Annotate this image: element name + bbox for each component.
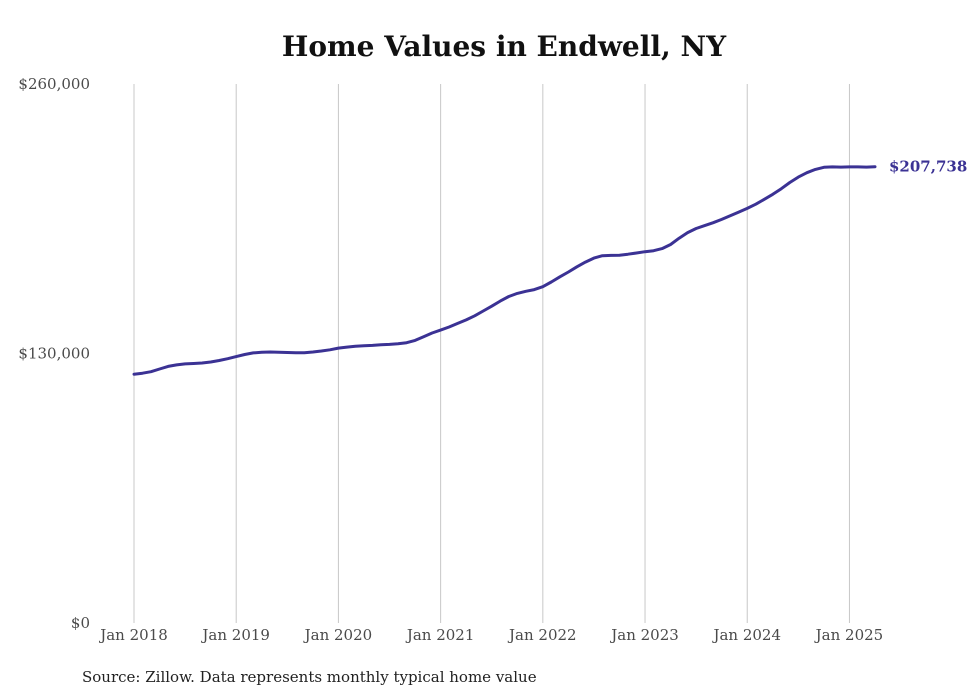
x-tick-label: Jan 2021 xyxy=(405,626,475,644)
x-axis-labels: Jan 2018 Jan 2019 Jan 2020 Jan 2021 Jan 2022… xyxy=(98,626,883,644)
source-note: Source: Zillow. Data represents monthly … xyxy=(82,668,537,686)
x-tick-label: Jan 2023 xyxy=(609,626,679,644)
series-layer xyxy=(132,165,877,376)
y-tick-label: $130,000 xyxy=(18,345,90,363)
x-tick-label: Jan 2022 xyxy=(507,626,577,644)
y-axis-labels: $0 $130,000 $260,000 xyxy=(18,75,90,632)
x-tick-label: Jan 2019 xyxy=(200,626,270,644)
x-tick-label: Jan 2025 xyxy=(814,626,884,644)
x-tick-label: Jan 2018 xyxy=(98,626,168,644)
y-tick-label: $260,000 xyxy=(18,75,90,93)
x-tick-label: Jan 2020 xyxy=(303,626,373,644)
gridlines xyxy=(133,84,850,623)
home-value-line xyxy=(132,165,877,376)
end-value-label: $207,738 xyxy=(889,158,967,176)
x-tick-label: Jan 2024 xyxy=(711,626,781,644)
chart-title: Home Values in Endwell, NY xyxy=(281,30,727,63)
y-tick-label: $0 xyxy=(71,614,90,632)
